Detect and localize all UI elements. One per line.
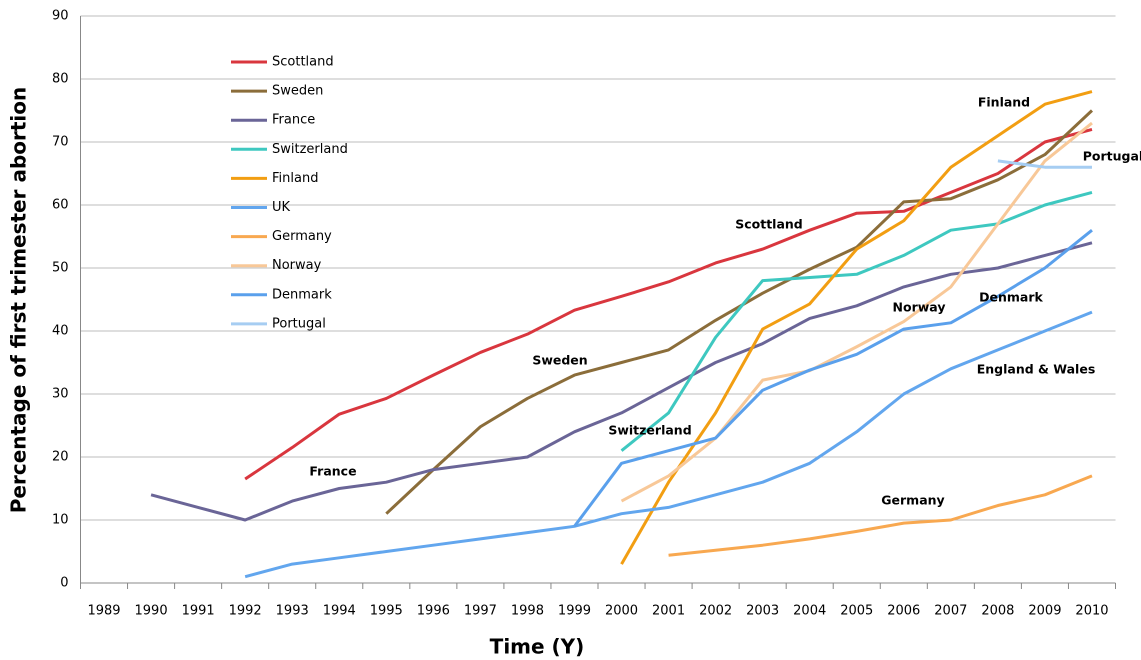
legend-label: Finland (272, 171, 318, 186)
series-line (620, 90, 1093, 565)
x-tick-label: 1992 (229, 604, 262, 619)
x-tick-label: 1996 (417, 604, 450, 619)
x-tick-label: 2007 (934, 604, 967, 619)
x-tick-label: 2008 (981, 604, 1014, 619)
y-axis-label: Percentage of first trimester abortion (7, 87, 31, 514)
y-tick-label: 50 (52, 261, 69, 276)
x-tick-label: 2005 (840, 604, 873, 619)
x-axis-label: Time (Y) (490, 635, 585, 659)
y-tick-label: 20 (52, 450, 69, 465)
x-tick-label: 2000 (605, 604, 638, 619)
x-tick-label: 2001 (652, 604, 685, 619)
series-line (573, 229, 1093, 528)
x-tick-label: 2004 (793, 604, 826, 619)
legend-label: UK (272, 200, 291, 215)
x-tick-label: 1997 (464, 604, 497, 619)
y-tick-label: 60 (52, 198, 69, 213)
series-line (620, 121, 1093, 503)
series-line (997, 159, 1092, 169)
x-tick-label: 2010 (1075, 604, 1108, 619)
legend-label: Germany (272, 229, 332, 244)
legend-label: Sweden (272, 84, 323, 99)
y-tick-label: 10 (52, 513, 69, 528)
annotation: Sweden (532, 353, 587, 368)
legend-label: Portugal (272, 316, 326, 331)
x-tick-label: 2003 (746, 604, 779, 619)
y-tick-label: 70 (52, 135, 69, 150)
legend-label: Denmark (272, 287, 332, 302)
x-tick-label: 1995 (370, 604, 403, 619)
x-tick-label: 1989 (87, 604, 120, 619)
annotation: Portugal (1083, 149, 1141, 164)
annotation: France (309, 464, 356, 479)
annotation: Denmark (979, 290, 1043, 305)
series-line (385, 109, 1094, 515)
legend-label: Norway (272, 258, 322, 273)
x-tick-label: 1990 (135, 604, 168, 619)
annotation: Scottland (735, 217, 803, 232)
annotation: England & Wales (977, 362, 1096, 377)
series-line (620, 190, 1093, 452)
annotation: Finland (978, 95, 1030, 110)
y-tick-label: 90 (52, 9, 69, 24)
x-tick-label: 1993 (276, 604, 309, 619)
series-line (244, 127, 1093, 481)
y-tick-label: 0 (60, 576, 68, 591)
legend-label: Scottland (272, 55, 334, 70)
x-tick-label: 1998 (511, 604, 544, 619)
x-tick-label: 2002 (699, 604, 732, 619)
series-line (244, 310, 1093, 579)
x-tick-label: 1991 (182, 604, 215, 619)
x-tick-label: 1994 (323, 604, 356, 619)
annotation: Switzerland (608, 423, 691, 438)
y-tick-label: 80 (52, 72, 69, 87)
x-tick-label: 1999 (558, 604, 591, 619)
x-tick-label: 2006 (887, 604, 920, 619)
series-line (150, 241, 1093, 522)
legend-label: France (272, 113, 315, 128)
x-tick-label: 2009 (1028, 604, 1061, 619)
annotation: Norway (893, 300, 946, 315)
series-line (668, 474, 1093, 557)
y-tick-label: 40 (52, 324, 69, 339)
y-tick-label: 30 (52, 387, 69, 402)
legend-label: Switzerland (272, 142, 348, 157)
annotation: Germany (881, 493, 944, 508)
